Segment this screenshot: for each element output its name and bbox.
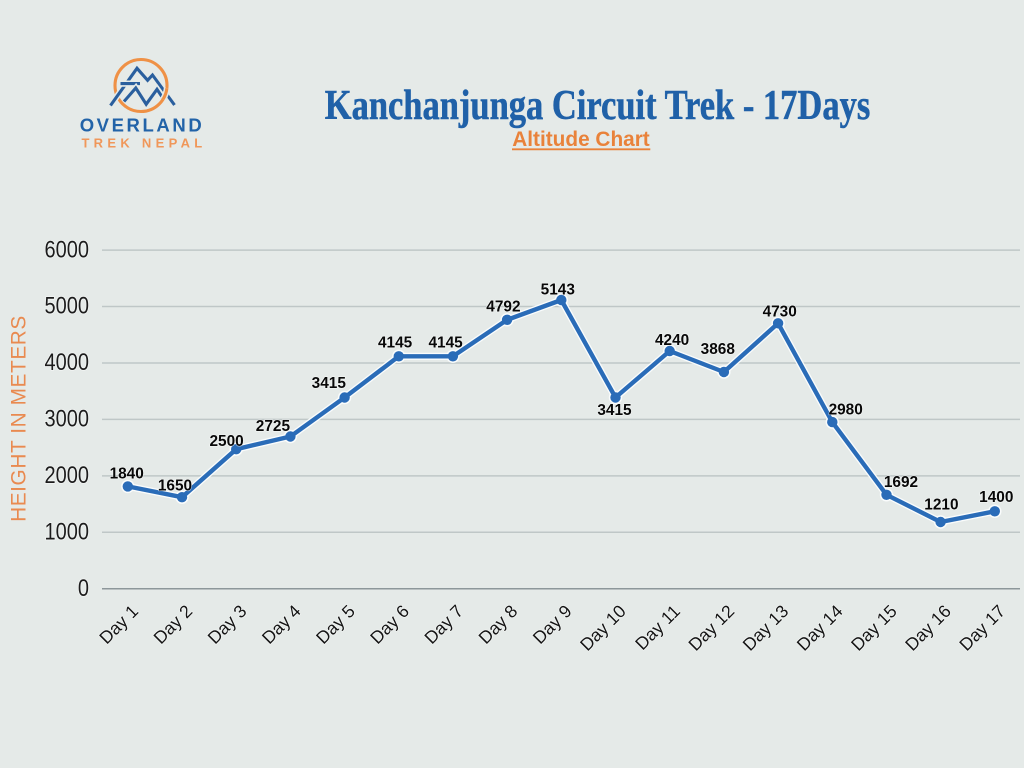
svg-text:Altitude Chart: Altitude Chart (512, 128, 650, 151)
svg-text:4730: 4730 (763, 303, 797, 320)
svg-text:4145: 4145 (428, 335, 463, 352)
svg-text:TREK NEPAL: TREK NEPAL (81, 136, 206, 151)
svg-text:1210: 1210 (924, 497, 958, 514)
svg-text:5000: 5000 (45, 292, 89, 319)
svg-text:1650: 1650 (158, 477, 192, 494)
svg-text:1000: 1000 (45, 518, 89, 545)
svg-text:4792: 4792 (486, 299, 520, 316)
svg-text:4000: 4000 (45, 348, 89, 375)
svg-text:Kanchanjunga Circuit Trek - 17: Kanchanjunga Circuit Trek - 17Days (325, 83, 871, 129)
svg-text:6000: 6000 (45, 236, 89, 263)
svg-text:4145: 4145 (378, 334, 413, 351)
svg-text:1840: 1840 (110, 466, 144, 483)
svg-text:OVERLAND: OVERLAND (80, 115, 205, 136)
svg-text:3415: 3415 (312, 375, 347, 392)
svg-text:3868: 3868 (701, 341, 736, 358)
svg-text:1400: 1400 (979, 489, 1013, 506)
svg-text:2725: 2725 (256, 418, 291, 435)
svg-text:2500: 2500 (209, 433, 243, 450)
svg-text:2000: 2000 (45, 461, 89, 488)
svg-text:0: 0 (78, 574, 89, 601)
svg-text:1692: 1692 (884, 474, 918, 491)
svg-text:5143: 5143 (541, 281, 575, 298)
svg-text:HEIGHT IN METERS: HEIGHT IN METERS (8, 315, 31, 522)
svg-text:3000: 3000 (45, 405, 89, 432)
svg-text:3415: 3415 (597, 402, 632, 419)
svg-text:4240: 4240 (655, 332, 689, 349)
svg-text:2980: 2980 (829, 401, 863, 418)
